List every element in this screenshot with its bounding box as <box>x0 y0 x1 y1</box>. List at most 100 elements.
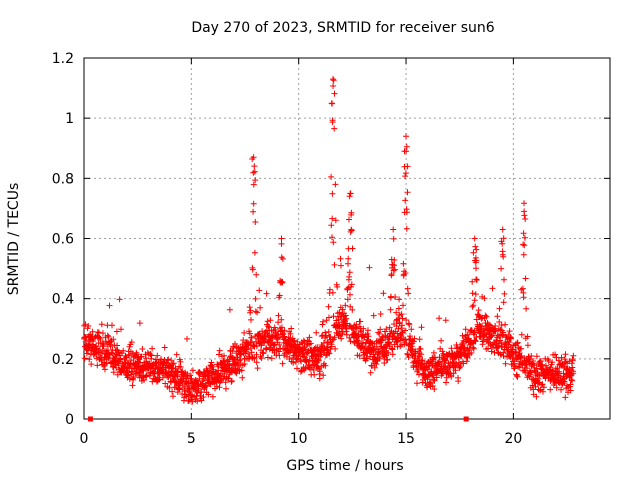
data-point <box>502 360 509 367</box>
data-point <box>410 338 417 345</box>
data-point <box>483 313 490 320</box>
data-point <box>258 355 265 362</box>
data-point <box>311 371 318 378</box>
data-point <box>365 333 372 340</box>
data-point <box>470 345 477 352</box>
data-point <box>499 226 506 233</box>
data-point <box>331 261 338 268</box>
low-markers <box>87 416 469 422</box>
data-point <box>225 375 232 382</box>
data-point <box>343 325 350 332</box>
data-point <box>391 257 398 263</box>
data-point <box>346 273 353 280</box>
data-point <box>349 306 356 313</box>
data-point <box>433 374 440 381</box>
data-point <box>473 276 480 283</box>
data-point <box>500 235 507 242</box>
data-point <box>107 343 114 350</box>
data-point <box>496 305 503 312</box>
data-point <box>540 388 546 395</box>
data-point <box>253 343 260 350</box>
data-point <box>394 343 401 350</box>
data-point <box>506 328 513 335</box>
data-point <box>143 372 150 379</box>
data-point <box>260 350 267 357</box>
data-point <box>347 190 354 197</box>
data-point <box>278 316 285 323</box>
data-point <box>278 278 285 285</box>
data-point <box>322 362 329 369</box>
data-point <box>464 354 471 361</box>
data-point <box>253 359 260 366</box>
data-point <box>239 374 246 381</box>
data-point <box>252 308 259 315</box>
x-tick-label: 20 <box>504 431 522 447</box>
data-point <box>348 209 355 216</box>
data-point <box>229 348 236 355</box>
data-point <box>339 306 346 313</box>
y-axis-label: SRMTID / TECUs <box>6 183 22 296</box>
data-point <box>380 290 387 297</box>
data-point <box>118 326 124 333</box>
data-point <box>469 303 476 310</box>
data-point <box>198 389 205 395</box>
data-point <box>173 351 180 358</box>
data-point <box>568 376 575 383</box>
data-point <box>206 365 213 372</box>
data-point <box>508 335 514 341</box>
data-point <box>405 354 412 361</box>
data-point <box>315 357 322 364</box>
data-point <box>128 339 135 346</box>
data-point <box>328 173 335 180</box>
data-point <box>473 277 480 283</box>
data-point <box>194 398 201 405</box>
data-point <box>349 245 356 252</box>
data-point <box>376 355 383 362</box>
data-point <box>402 170 409 177</box>
data-point <box>561 363 568 370</box>
data-point <box>307 340 314 347</box>
data-point <box>143 358 150 365</box>
data-point <box>402 327 408 334</box>
data-point <box>257 304 264 311</box>
data-point <box>424 384 431 391</box>
data-point <box>414 380 420 387</box>
data-point <box>431 386 438 393</box>
data-point <box>549 359 556 366</box>
data-point <box>483 331 490 338</box>
data-point <box>392 294 399 300</box>
data-point <box>522 275 529 282</box>
data-point <box>501 290 508 297</box>
x-tick-label: 0 <box>80 431 89 447</box>
data-point <box>408 326 415 333</box>
data-point <box>325 349 332 356</box>
data-point <box>475 307 482 314</box>
low-marker <box>463 416 469 422</box>
data-point <box>209 393 216 400</box>
data-point <box>158 356 165 363</box>
data-point <box>221 352 227 359</box>
data-point <box>98 321 105 328</box>
data-point <box>471 297 478 304</box>
data-point <box>314 363 321 370</box>
data-point <box>141 377 147 383</box>
data-point <box>238 367 245 374</box>
data-point <box>418 361 424 368</box>
data-point <box>329 117 336 124</box>
data-point <box>81 355 88 362</box>
data-point <box>254 309 261 316</box>
data-point <box>406 321 413 328</box>
data-point <box>248 316 254 323</box>
data-point <box>230 355 237 362</box>
data-point <box>450 370 457 377</box>
data-point <box>463 358 470 365</box>
data-point <box>443 379 449 386</box>
data-point <box>253 351 260 358</box>
data-point <box>499 251 506 258</box>
data-point <box>398 325 405 332</box>
data-point <box>514 340 520 347</box>
data-point <box>398 333 405 340</box>
data-point <box>126 376 133 383</box>
data-point <box>332 217 339 224</box>
data-point <box>344 296 351 303</box>
